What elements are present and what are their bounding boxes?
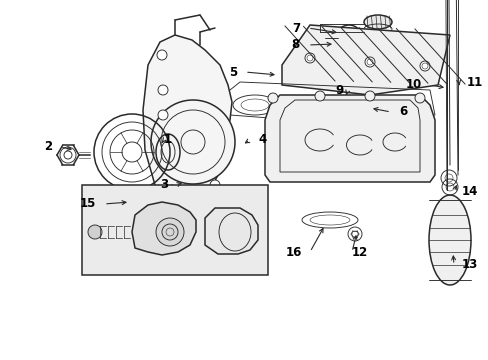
- Circle shape: [414, 93, 424, 103]
- Circle shape: [158, 110, 168, 120]
- Circle shape: [167, 185, 177, 195]
- Circle shape: [156, 218, 183, 246]
- Circle shape: [157, 50, 167, 60]
- Circle shape: [419, 61, 429, 71]
- Circle shape: [267, 93, 278, 103]
- Polygon shape: [282, 25, 449, 95]
- Text: 1: 1: [163, 134, 172, 147]
- Circle shape: [88, 225, 102, 239]
- Text: 5: 5: [228, 66, 237, 78]
- Text: 7: 7: [291, 22, 299, 35]
- Circle shape: [364, 91, 374, 101]
- Circle shape: [158, 85, 168, 95]
- Ellipse shape: [428, 195, 470, 285]
- Circle shape: [209, 180, 220, 190]
- Text: 14: 14: [461, 185, 477, 198]
- Text: 13: 13: [461, 258, 477, 271]
- Text: 4: 4: [258, 134, 265, 147]
- Text: 16: 16: [285, 246, 302, 258]
- Circle shape: [151, 100, 235, 184]
- Circle shape: [314, 91, 325, 101]
- Ellipse shape: [363, 15, 391, 29]
- Polygon shape: [142, 35, 231, 205]
- Polygon shape: [264, 95, 434, 182]
- Text: 12: 12: [351, 246, 367, 258]
- Text: 10: 10: [405, 78, 421, 91]
- Text: 8: 8: [291, 39, 299, 51]
- Bar: [82, 185, 267, 275]
- Text: 9: 9: [335, 84, 344, 96]
- Polygon shape: [132, 202, 196, 255]
- Circle shape: [305, 53, 314, 63]
- Polygon shape: [204, 208, 258, 254]
- Text: 2: 2: [44, 140, 52, 153]
- Text: 3: 3: [160, 179, 168, 192]
- Text: 11: 11: [466, 76, 482, 89]
- Circle shape: [364, 57, 374, 67]
- Text: 15: 15: [80, 198, 96, 211]
- Text: 6: 6: [398, 105, 407, 118]
